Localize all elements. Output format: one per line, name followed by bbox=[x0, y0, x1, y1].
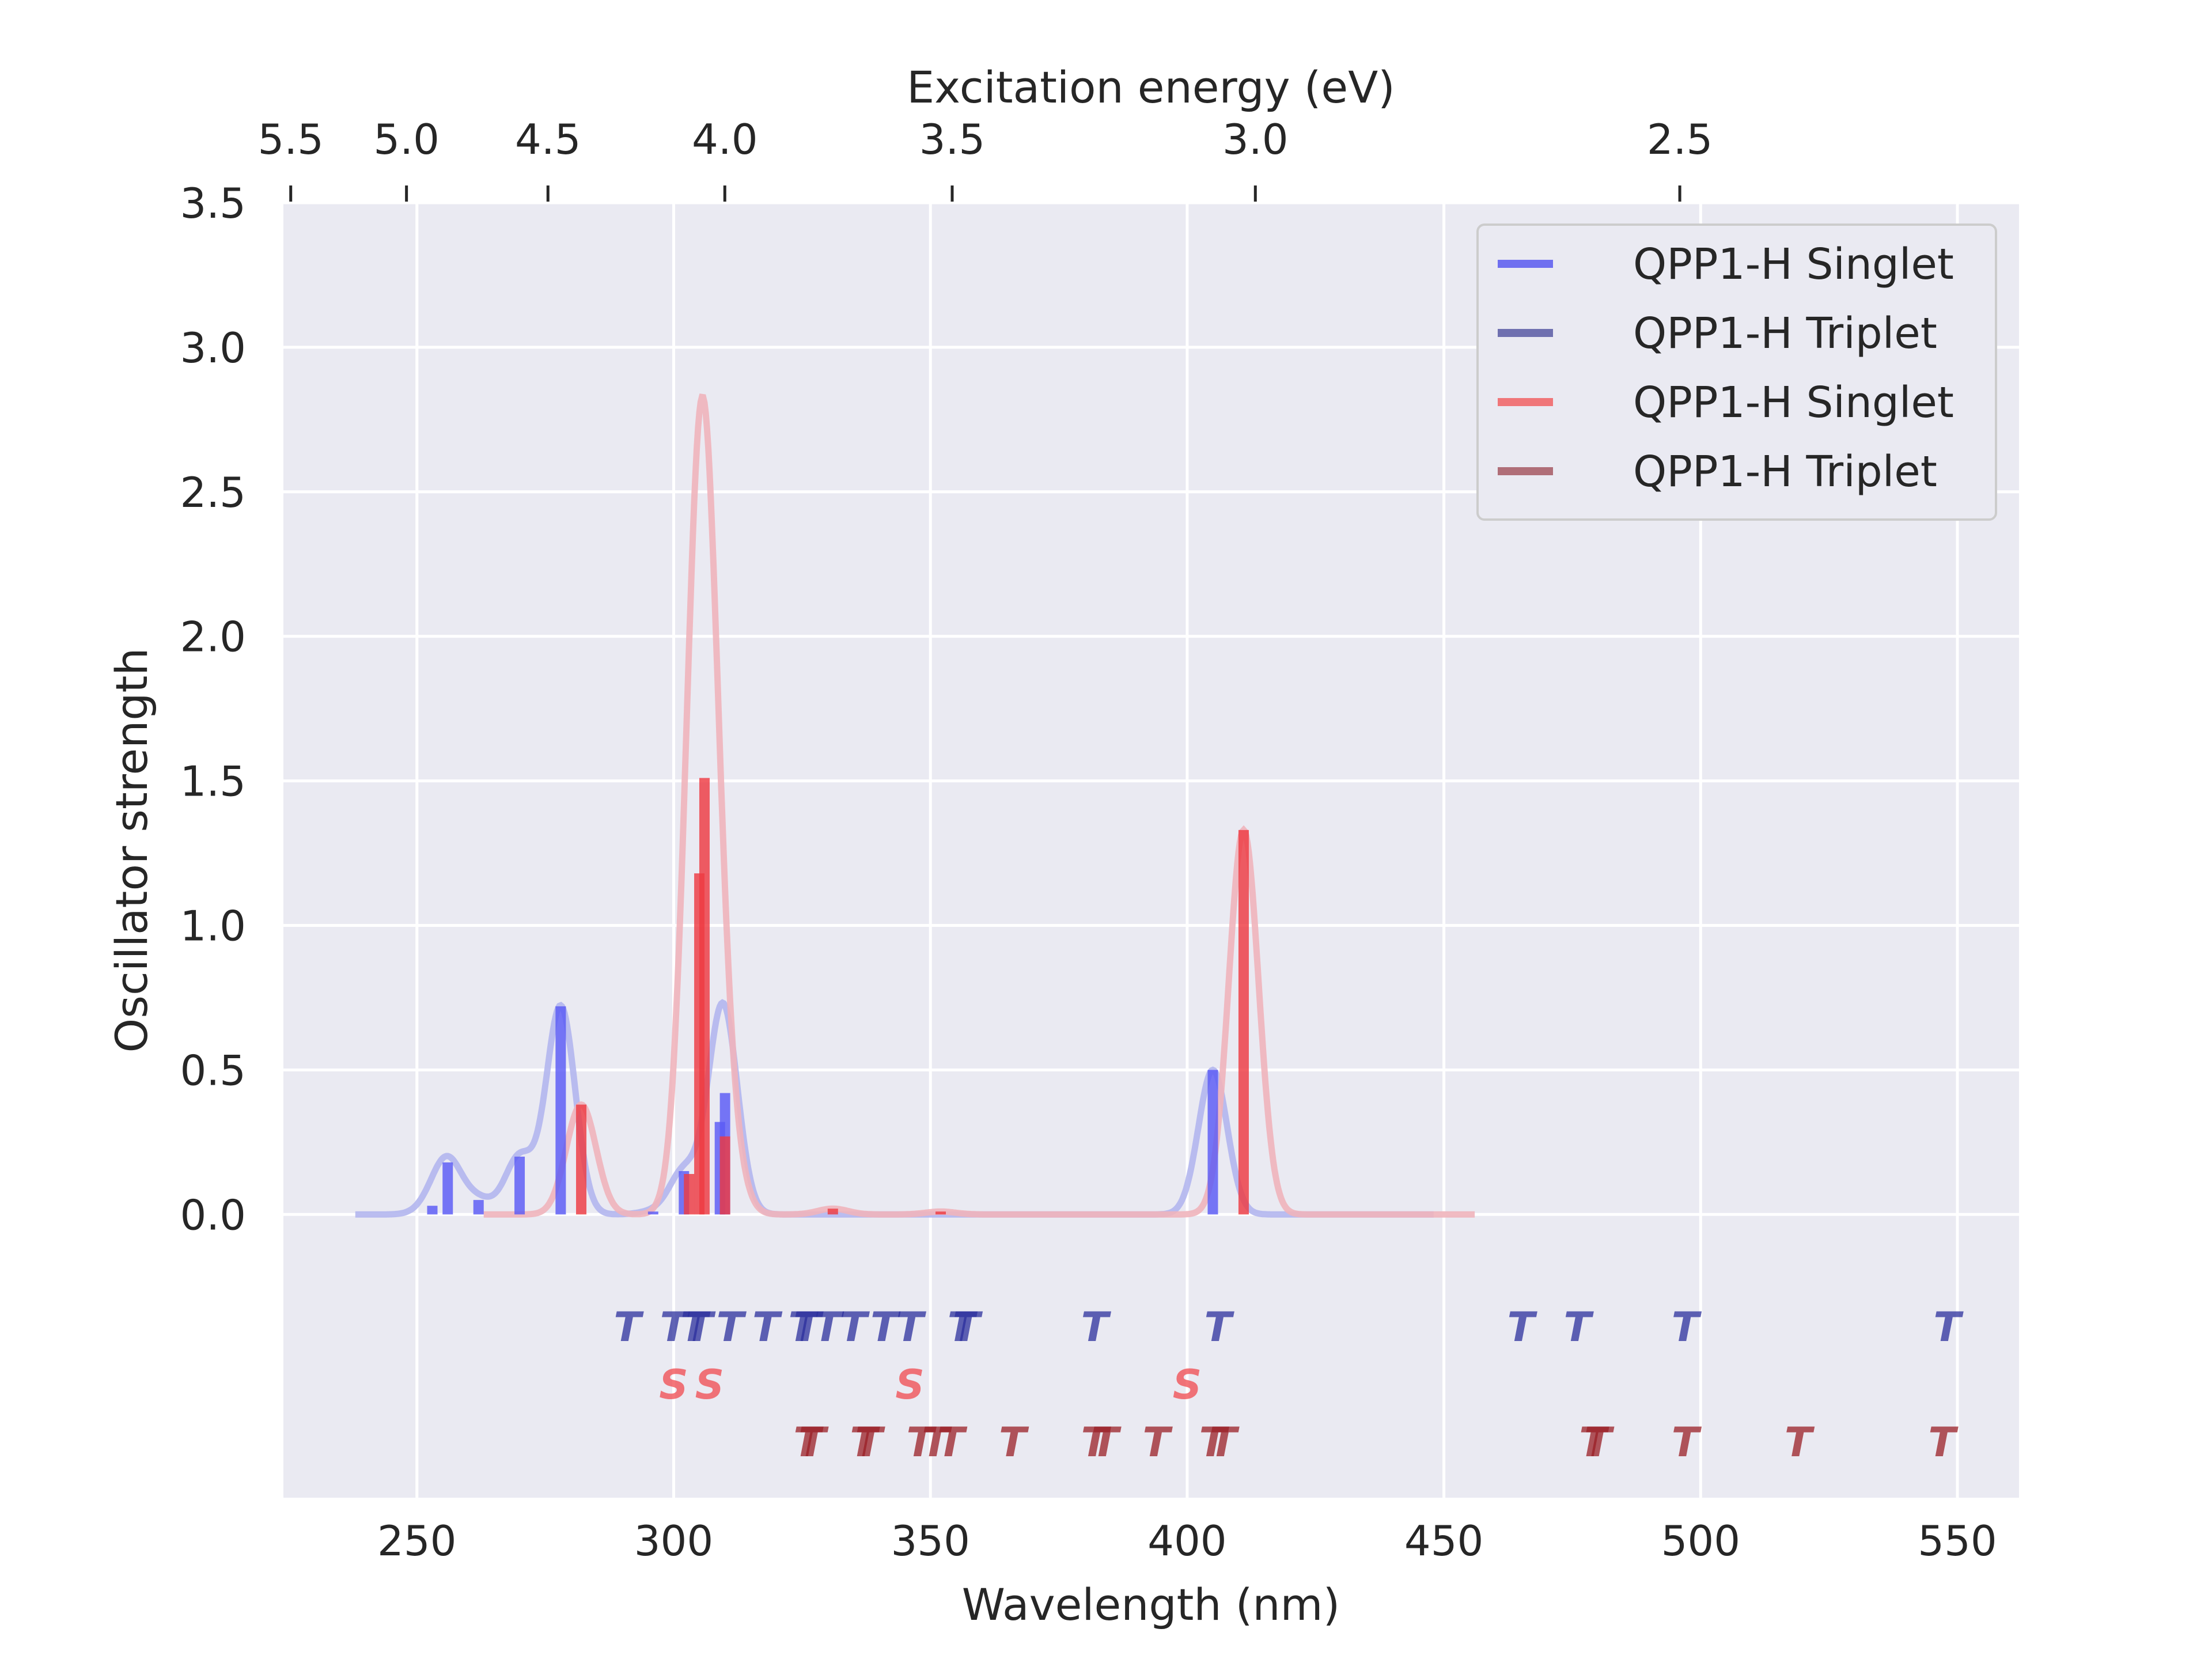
state-marker: T bbox=[855, 1419, 885, 1466]
state-marker: T bbox=[922, 1419, 952, 1466]
state-marker: T bbox=[1933, 1304, 1964, 1351]
state-marker: T bbox=[793, 1419, 824, 1466]
state-marker: T bbox=[1584, 1419, 1615, 1466]
legend: QPP1-H Singlet QPP1-H Triplet QPP1-H Sin… bbox=[1476, 224, 1997, 521]
top-tick-label: 4.0 bbox=[692, 115, 758, 164]
top-tick-label: 3.5 bbox=[919, 115, 986, 164]
state-marker: T bbox=[1143, 1419, 1173, 1466]
oscillator-stick bbox=[699, 778, 710, 1215]
state-marker: T bbox=[717, 1304, 747, 1351]
state-marker: T bbox=[1564, 1304, 1594, 1351]
legend-entry: QPP1-H Triplet bbox=[1498, 447, 1937, 497]
state-marker: T bbox=[613, 1304, 644, 1351]
x-tick-label: 400 bbox=[1147, 1517, 1226, 1565]
y-tick-label: 3.0 bbox=[180, 324, 246, 372]
legend-label: QPP1-H Singlet bbox=[1633, 240, 1954, 289]
state-marker: T bbox=[1507, 1304, 1537, 1351]
top-tick-label: 5.0 bbox=[373, 115, 440, 164]
y-tick-label: 0.0 bbox=[180, 1191, 246, 1239]
top-axis-label: Excitation energy (eV) bbox=[907, 62, 1395, 113]
oscillator-stick bbox=[576, 1104, 587, 1215]
legend-entry: QPP1-H Triplet bbox=[1498, 309, 1937, 358]
x-tick-label: 250 bbox=[377, 1517, 456, 1565]
y-tick-label: 2.5 bbox=[180, 468, 246, 517]
state-marker: T bbox=[953, 1304, 983, 1351]
state-marker: S bbox=[659, 1361, 688, 1408]
state-marker: T bbox=[896, 1304, 927, 1351]
state-marker: T bbox=[680, 1304, 711, 1351]
state-marker: T bbox=[1081, 1419, 1112, 1466]
state-marker: T bbox=[660, 1304, 691, 1351]
y-tick-label: 3.5 bbox=[180, 179, 246, 228]
top-tick-label: 3.0 bbox=[1222, 115, 1289, 164]
oscillator-stick bbox=[647, 1211, 658, 1215]
legend-label: QPP1-H Triplet bbox=[1633, 447, 1937, 497]
state-marker: T bbox=[1672, 1304, 1702, 1351]
legend-label: QPP1-H Triplet bbox=[1633, 309, 1937, 358]
state-marker: T bbox=[906, 1419, 937, 1466]
state-marker: T bbox=[1579, 1419, 1609, 1466]
top-tick-label: 2.5 bbox=[1647, 115, 1713, 164]
state-marker: T bbox=[814, 1304, 844, 1351]
legend-frame bbox=[1476, 224, 1997, 521]
oscillator-stick bbox=[1207, 1070, 1218, 1215]
state-marker: T bbox=[870, 1304, 901, 1351]
oscillator-stick bbox=[684, 1174, 695, 1215]
state-marker: T bbox=[1785, 1419, 1815, 1466]
state-marker: T bbox=[1091, 1419, 1122, 1466]
legend-entry: QPP1-H Singlet bbox=[1498, 240, 1954, 289]
oscillator-stick bbox=[442, 1162, 453, 1215]
state-marker: T bbox=[948, 1304, 978, 1351]
state-marker: T bbox=[850, 1419, 880, 1466]
oscillator-sticks bbox=[427, 778, 1249, 1215]
oscillator-stick bbox=[719, 1136, 730, 1215]
oscillator-stick bbox=[555, 1006, 566, 1215]
oscillator-stick bbox=[935, 1211, 946, 1215]
state-marker: T bbox=[1209, 1419, 1240, 1466]
y-tick-label: 0.5 bbox=[180, 1046, 246, 1094]
state-marker: T bbox=[1672, 1419, 1702, 1466]
oscillator-stick bbox=[1238, 830, 1249, 1215]
state-marker: T bbox=[1928, 1419, 1959, 1466]
x-axis-label: Wavelength (nm) bbox=[962, 1579, 1340, 1630]
state-marker: T bbox=[788, 1304, 819, 1351]
legend-label: QPP1-H Singlet bbox=[1633, 378, 1954, 427]
y-tick-label: 2.0 bbox=[180, 613, 246, 661]
oscillator-stick bbox=[827, 1209, 838, 1215]
axes: 250 300 350 400 450 500 550 0.0 0.5 1.0 1.5 2.0 2.5 3… bbox=[180, 115, 1997, 1565]
state-marker: T bbox=[1199, 1419, 1230, 1466]
state-marker: S bbox=[695, 1361, 724, 1408]
state-marker: T bbox=[1081, 1304, 1112, 1351]
top-tick-label: 4.5 bbox=[515, 115, 581, 164]
x-tick-label: 450 bbox=[1404, 1517, 1483, 1565]
state-marker: S bbox=[895, 1361, 924, 1408]
x-tick-label: 550 bbox=[1918, 1517, 1997, 1565]
state-marker: T bbox=[1205, 1304, 1235, 1351]
state-marker: T bbox=[752, 1304, 783, 1351]
state-marker: T bbox=[999, 1419, 1029, 1466]
y-axis-label: Oscillator strength bbox=[106, 648, 157, 1053]
oscillator-stick bbox=[473, 1200, 484, 1215]
x-tick-label: 500 bbox=[1661, 1517, 1740, 1565]
state-marker: T bbox=[937, 1419, 968, 1466]
x-tick-label: 350 bbox=[891, 1517, 969, 1565]
y-tick-label: 1.5 bbox=[180, 757, 246, 806]
state-marker: T bbox=[798, 1419, 829, 1466]
state-marker: T bbox=[685, 1304, 716, 1351]
top-tick-label: 5.5 bbox=[257, 115, 324, 164]
legend-entry: QPP1-H Singlet bbox=[1498, 378, 1954, 427]
state-marker: S bbox=[1173, 1361, 1202, 1408]
x-tick-label: 300 bbox=[634, 1517, 713, 1565]
oscillator-stick bbox=[514, 1156, 525, 1215]
state-marker: T bbox=[840, 1304, 870, 1351]
y-tick-label: 1.0 bbox=[180, 902, 246, 950]
oscillator-stick bbox=[427, 1206, 438, 1215]
state-marker: T bbox=[793, 1304, 824, 1351]
